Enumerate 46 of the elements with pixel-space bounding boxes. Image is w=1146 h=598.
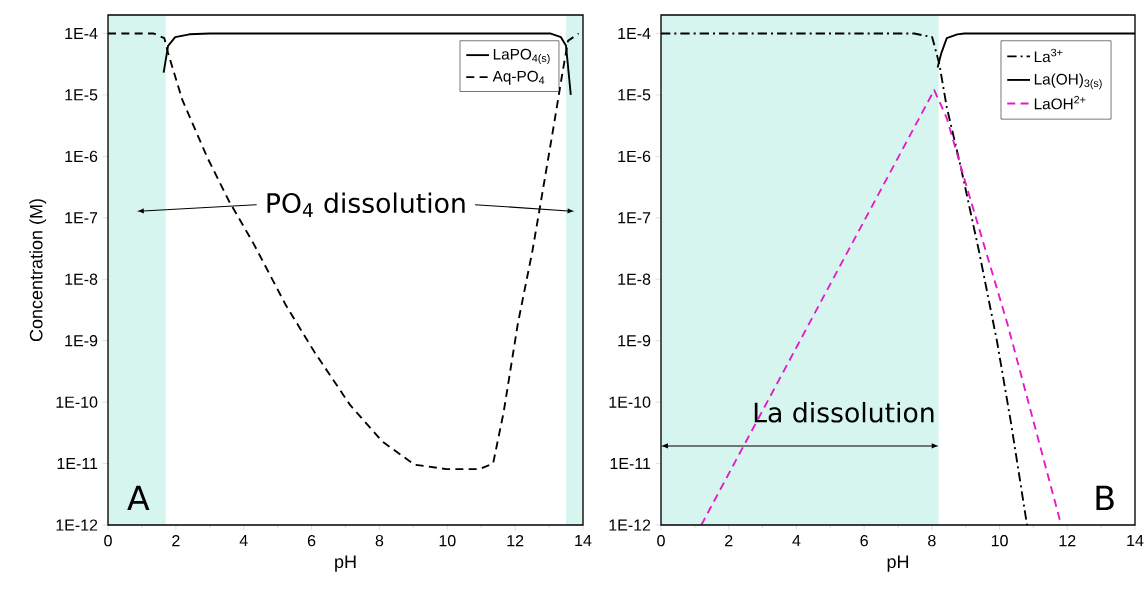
y-tick-label: 1E-4 [65,28,98,39]
y-tick-label: 1E-6 [65,150,98,163]
x-axis-title: pH [335,555,356,572]
x-tick-label: 0 [657,535,665,547]
y-tick-label: 1E-8 [618,273,651,285]
legend-label: Aq-PO$_{4}$ [492,70,545,85]
y-tick-label: 1E-5 [65,89,98,101]
annotation: B [1096,485,1114,511]
y-tick-label: 1E-10 [609,396,651,408]
y-tick-label: 1E-8 [65,273,98,285]
y-tick-label: 1E-6 [618,150,651,163]
x-tick-label: 8 [375,535,384,547]
legend-label: LaOH$^{2+}$ [1034,95,1086,110]
y-tick-label: 1E-11 [610,458,651,470]
x-axis-title: pH [887,555,909,572]
y-tick-label: 1E-9 [618,335,651,347]
x-tick-label: 14 [575,535,592,547]
x-tick-label: 0 [104,535,112,547]
band-label: La dissolution [754,401,934,423]
x-tick-label: 2 [172,535,180,547]
x-tick-label: 8 [928,535,936,547]
y-tick-label: 1E-10 [56,396,98,408]
x-tick-label: 10 [991,535,1008,547]
y-tick-label: 1E-5 [618,89,651,101]
annotation: A [127,485,150,511]
y-tick-label: 1E-7 [618,212,651,224]
x-tick-label: 4 [239,535,248,547]
y-tick-label: 1E-4 [618,28,651,39]
y-tick-label: 1E-9 [65,335,98,347]
y-axis-title: Concentration (M) [29,199,47,342]
legend-label: La(OH)$_{3(s)}$ [1034,73,1102,90]
legend-label: LaPO$_{4(s)}$ [493,48,550,65]
x-tick-label: 12 [507,535,524,547]
x-tick-label: 6 [860,535,868,547]
y-tick-label: 1E-12 [56,519,98,531]
x-tick-label: 12 [1059,535,1076,547]
legend-label: La$^{3+}$ [1034,48,1063,63]
x-tick-label: 6 [307,535,316,547]
y-tick-label: 1E-11 [57,458,98,470]
x-tick-label: 2 [725,535,733,547]
x-tick-label: 4 [792,535,801,547]
x-tick-label: 10 [439,535,456,547]
y-tick-label: 1E-12 [609,519,651,531]
y-tick-label: 1E-7 [65,212,98,224]
x-tick-label: 14 [1127,535,1144,547]
band-label: PO$_{4}$ dissolution [267,192,465,217]
